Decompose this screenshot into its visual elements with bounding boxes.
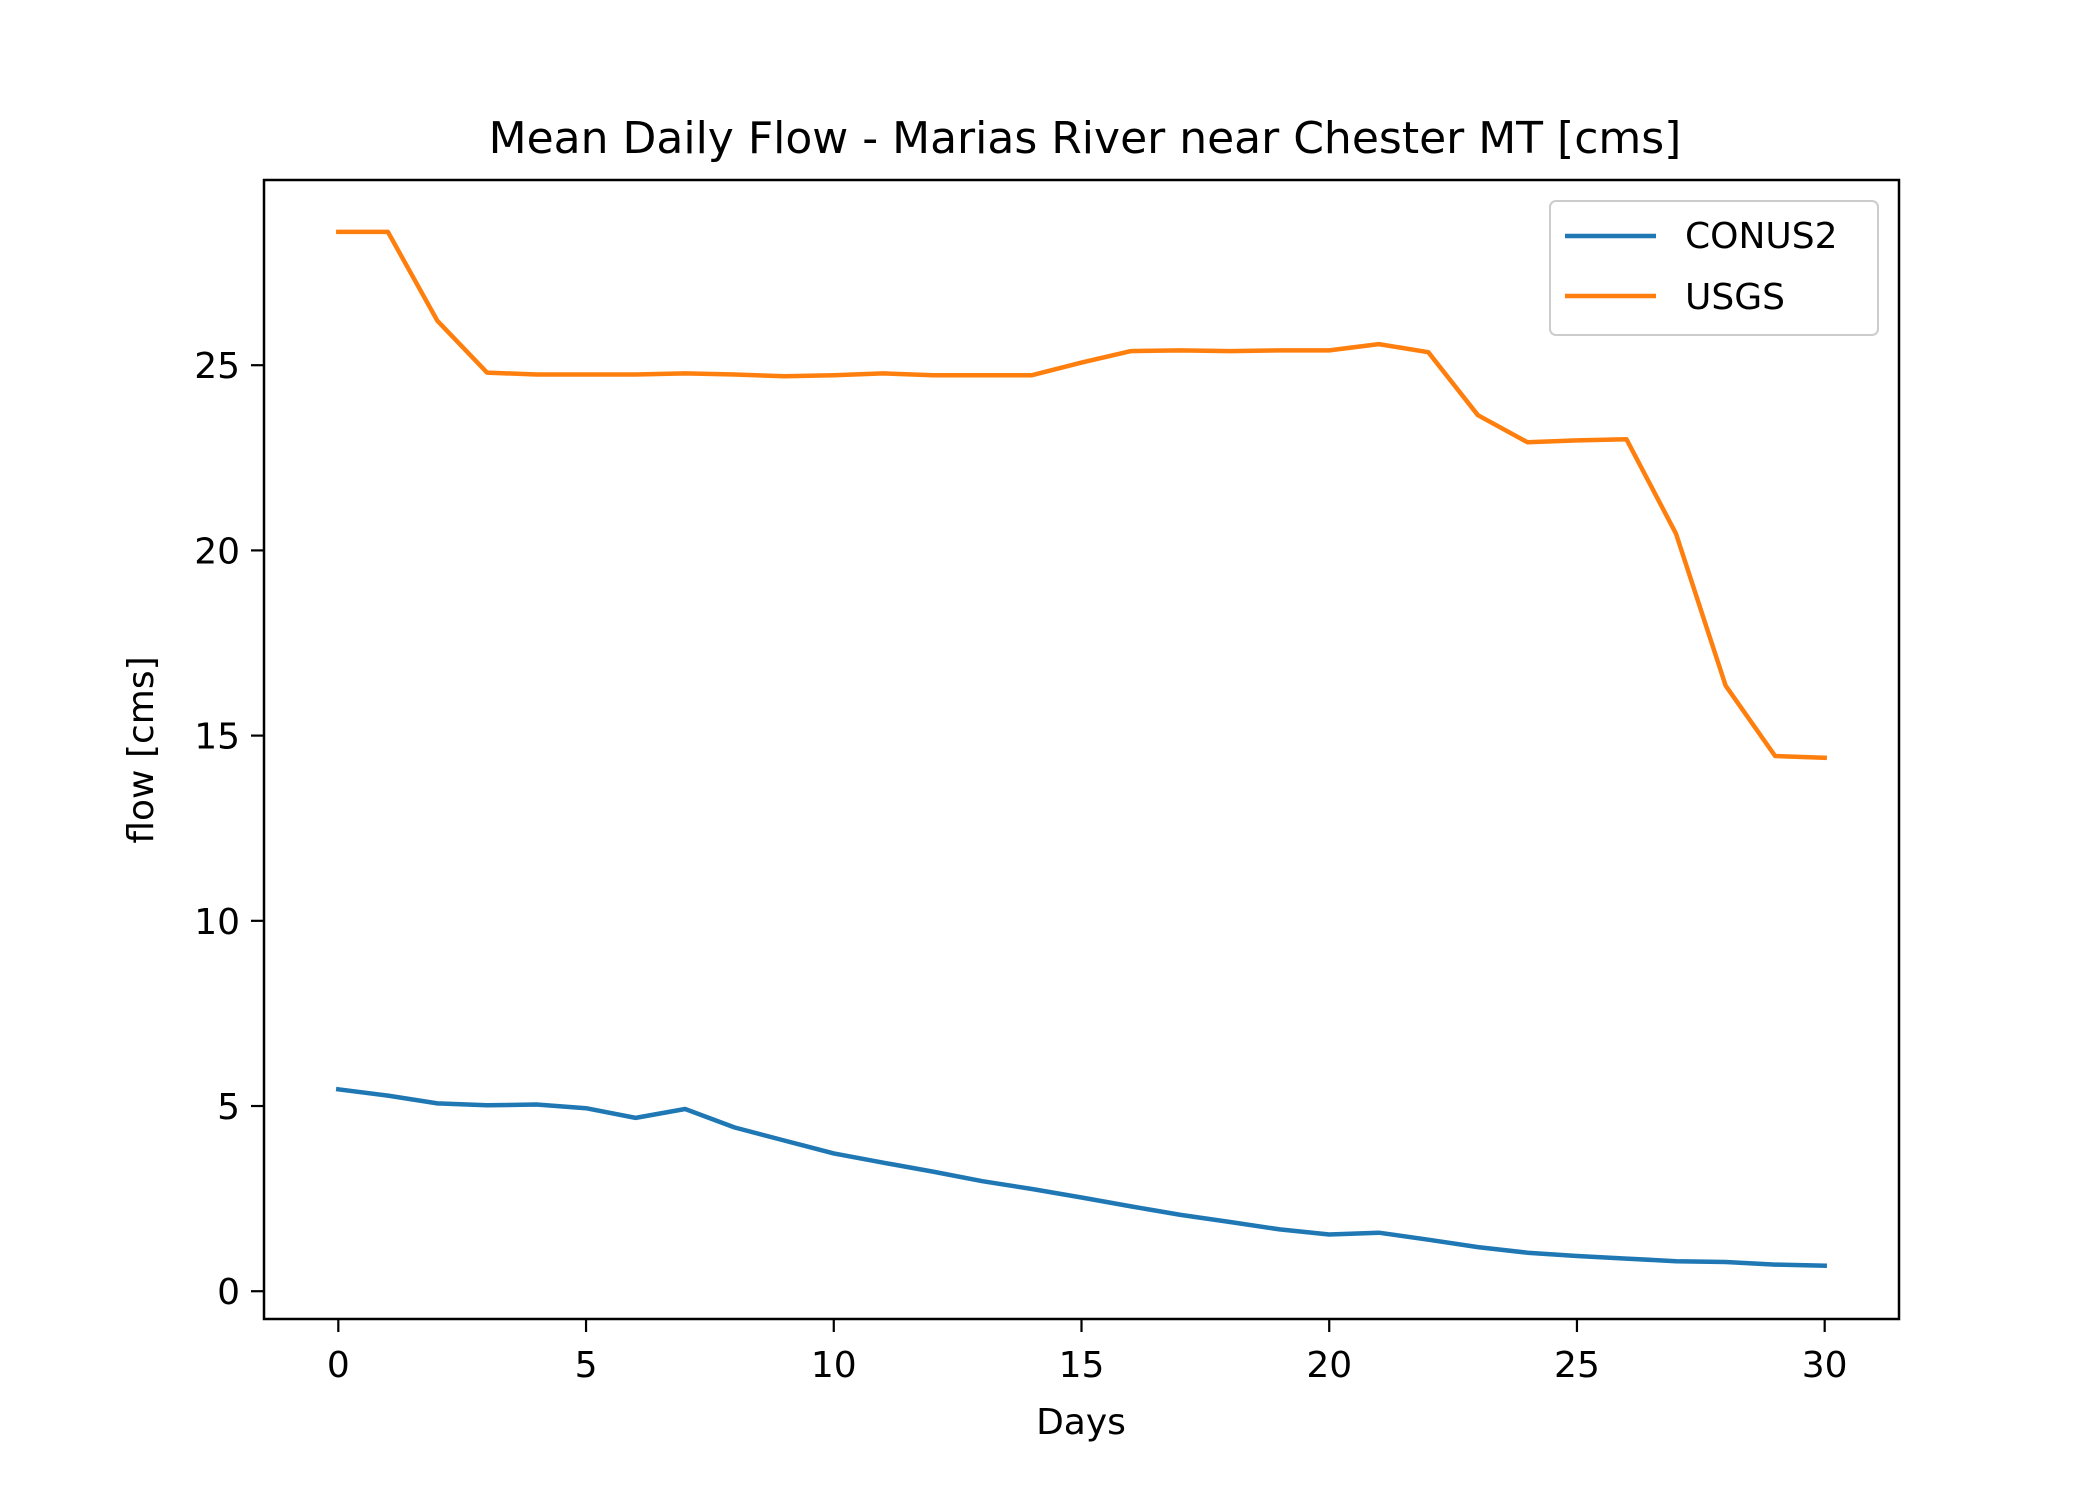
y-tick-label: 5	[217, 1087, 240, 1128]
series-line-usgs	[336, 229, 1828, 761]
y-axis-label: flow [cms]	[121, 656, 162, 843]
x-tick-label: 0	[327, 1345, 350, 1386]
legend-label-usgs: USGS	[1685, 277, 1785, 318]
y-tick-label: 0	[217, 1272, 240, 1313]
y-tick-label: 10	[194, 902, 240, 943]
legend-label-conus2: CONUS2	[1685, 216, 1838, 257]
x-tick-label: 10	[811, 1345, 857, 1386]
y-tick-label: 25	[194, 346, 240, 387]
y-tick-label: 20	[194, 531, 240, 572]
x-axis: 0 5 10 15 20 25 30	[327, 1319, 1848, 1386]
series-layer	[335, 229, 1828, 1268]
chart-title: Mean Daily Flow - Marias River near Ches…	[489, 113, 1682, 164]
x-tick-label: 5	[575, 1345, 598, 1386]
x-tick-label: 25	[1554, 1345, 1600, 1386]
y-tick-label: 15	[194, 717, 240, 758]
x-tick-label: 15	[1059, 1345, 1105, 1386]
x-tick-label: 20	[1306, 1345, 1352, 1386]
legend: CONUS2 USGS	[1549, 200, 1879, 336]
x-tick-label: 30	[1802, 1345, 1848, 1386]
series-line-conus2	[335, 1086, 1827, 1268]
y-axis: 0 5 10 15 20 25	[194, 346, 264, 1313]
x-axis-label: Days	[1036, 1402, 1126, 1443]
